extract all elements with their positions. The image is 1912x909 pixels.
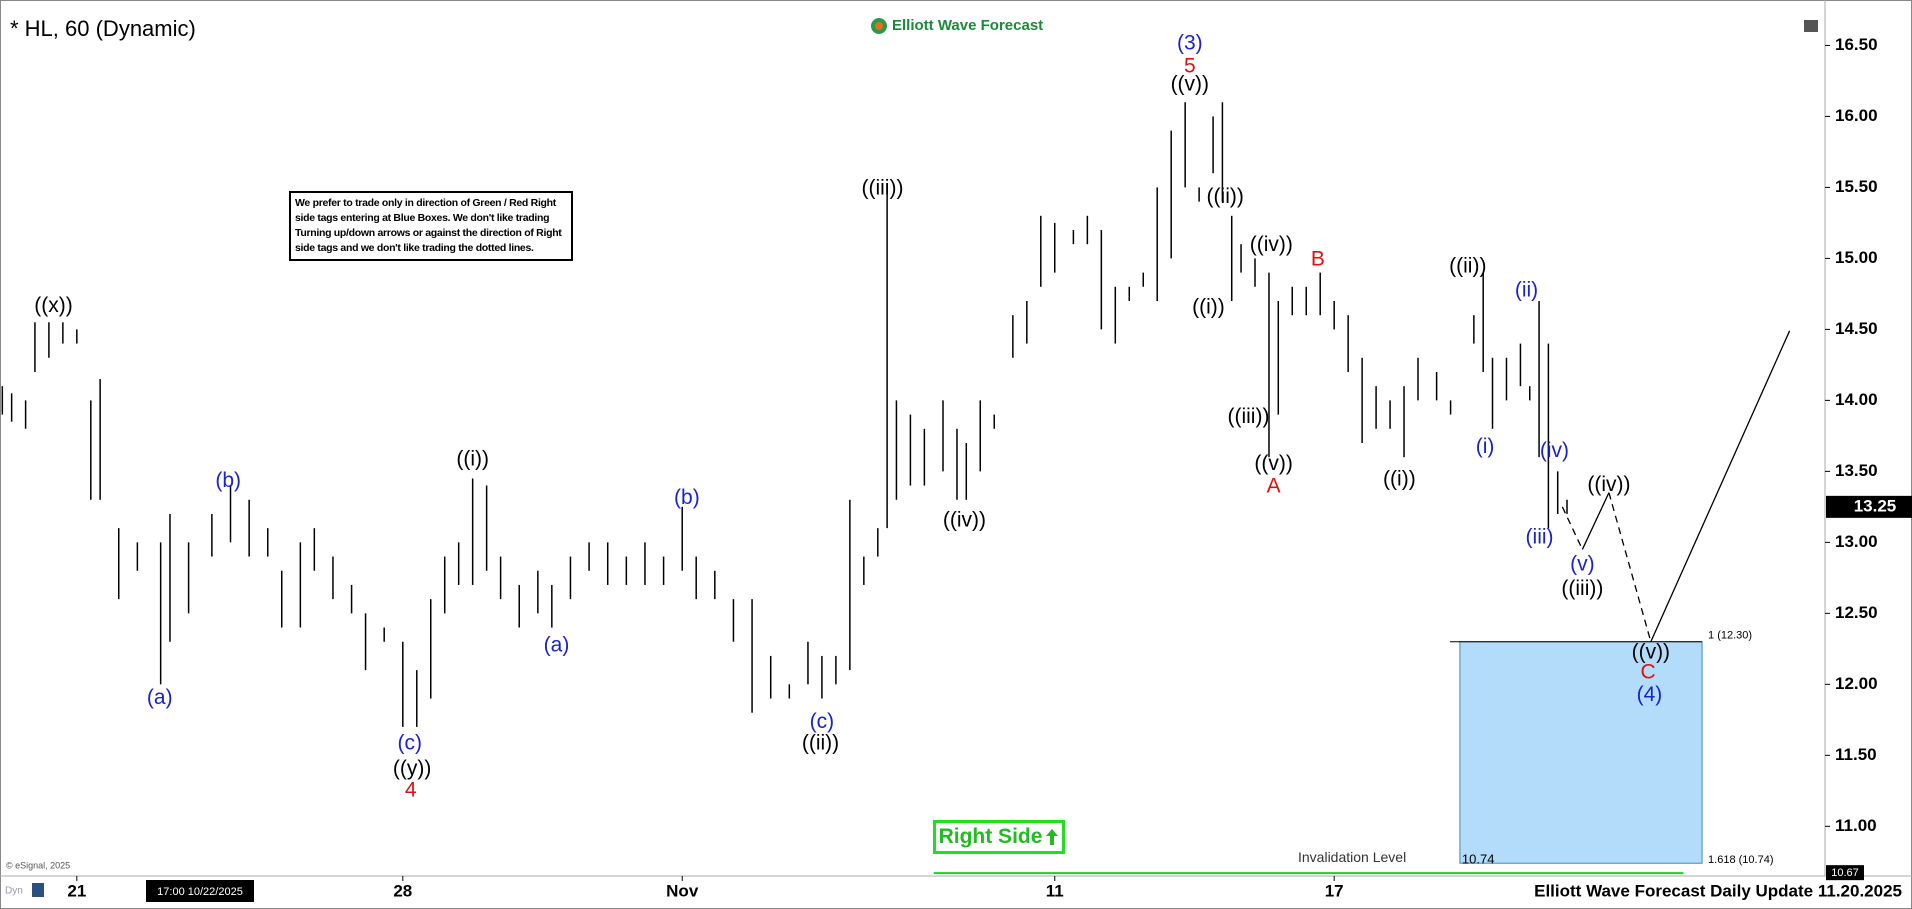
- wave-label: ((ii)): [1207, 185, 1244, 208]
- wave-label: (b): [215, 469, 241, 492]
- wave-label: B: [1311, 247, 1325, 270]
- arrow-icon: [1046, 829, 1059, 845]
- target-bottom-label: 1.618 (10.74): [1708, 854, 1773, 866]
- wave-label: ((i)): [456, 448, 489, 471]
- wave-label: ((i)): [1383, 467, 1416, 490]
- wave-label: ((iv)): [1587, 473, 1630, 496]
- right-side-tag: Right Side: [933, 820, 1065, 854]
- y-tick-label: 13.50: [1835, 461, 1878, 480]
- wave-label: ((iii)): [1227, 405, 1269, 428]
- wave-label: A: [1267, 475, 1281, 498]
- target-inner-label: 10.74: [1462, 852, 1495, 867]
- wave-label: (4): [1637, 683, 1663, 706]
- corner-tag: Dyn: [5, 886, 23, 897]
- wave-label: ((v)): [1632, 641, 1670, 664]
- wave-label: ((iii)): [1561, 577, 1603, 600]
- projection-line: [1650, 330, 1791, 643]
- y-tick-label: 11.00: [1835, 816, 1877, 835]
- wave-label: ((x)): [34, 294, 72, 317]
- wave-label: (iv): [1540, 439, 1569, 462]
- target-top-label: 1 (12.30): [1708, 630, 1752, 642]
- price-tag: [1826, 495, 1912, 518]
- x-tick-label: 11: [1046, 881, 1064, 900]
- right-side-text: Right Side: [938, 825, 1043, 848]
- target-box: [1459, 641, 1703, 864]
- trading-note: We prefer to trade only in direction of …: [289, 191, 573, 261]
- x-tick-label: 17: [1325, 881, 1344, 900]
- cursor-label: 17:00 10/22/2025: [157, 886, 243, 898]
- chart-title: * HL, 60 (Dynamic): [10, 16, 196, 41]
- y-tick-label: 12.50: [1835, 603, 1878, 622]
- wave-label: ((i)): [1192, 296, 1225, 319]
- logo: Elliott Wave Forecast: [892, 17, 1043, 34]
- x-tick-label: 28: [393, 881, 412, 900]
- cursor-box: [146, 880, 254, 902]
- projection-line: [1608, 492, 1652, 642]
- wave-label: ((y)): [393, 757, 431, 780]
- wave-label: (i): [1476, 435, 1495, 458]
- last-price: 13.25: [1854, 496, 1897, 515]
- y-tick-label: 16.00: [1835, 106, 1878, 125]
- wave-label: (3): [1177, 32, 1203, 55]
- wave-label: ((v)): [1171, 73, 1209, 96]
- y-tick-label: 15.50: [1835, 177, 1878, 196]
- y-tick-label: 14.50: [1835, 319, 1878, 338]
- y-tick-label: 13.00: [1835, 532, 1878, 551]
- wave-label: ((iv)): [943, 509, 986, 532]
- wave-label: C: [1640, 661, 1655, 684]
- y-tick-label: 12.00: [1835, 674, 1878, 693]
- projection-line: [1561, 506, 1583, 550]
- x-tick-label: Nov: [666, 881, 699, 900]
- wave-label: ((ii)): [802, 732, 839, 755]
- wave-label: (c): [810, 710, 835, 733]
- wave-label: (a): [147, 686, 173, 709]
- wave-label: (c): [398, 732, 423, 755]
- window-icon: [1804, 20, 1818, 32]
- wave-label: (iii): [1526, 526, 1554, 549]
- corner-icon: [32, 883, 44, 897]
- wave-label: 5: [1184, 54, 1196, 77]
- wave-label: (v): [1570, 553, 1595, 576]
- y-tick-label: 15.00: [1835, 248, 1878, 267]
- wave-label: (b): [674, 486, 700, 509]
- y-tick-label: 16.50: [1835, 35, 1878, 54]
- y-tick-label: 14.00: [1835, 390, 1878, 409]
- wave-label: (ii): [1515, 279, 1538, 302]
- invalidation-label: Invalidation Level: [1298, 849, 1406, 865]
- footer: Elliott Wave Forecast Daily Update 11.20…: [1534, 881, 1902, 900]
- wave-label: (a): [544, 634, 570, 657]
- projection-line: [1581, 492, 1610, 550]
- wave-label: 4: [405, 778, 417, 801]
- copyright: © eSignal, 2025: [6, 860, 70, 870]
- invalidation-price: 10.67: [1831, 867, 1859, 879]
- wave-label: ((v)): [1254, 452, 1292, 475]
- logo-icon: [875, 22, 883, 30]
- price-tag: [1826, 865, 1864, 881]
- y-tick-label: 11.50: [1835, 745, 1877, 764]
- x-tick-label: 21: [67, 881, 86, 900]
- wave-label: ((iii)): [861, 176, 903, 199]
- wave-label: ((iv)): [1250, 233, 1293, 256]
- wave-label: ((ii)): [1449, 254, 1486, 277]
